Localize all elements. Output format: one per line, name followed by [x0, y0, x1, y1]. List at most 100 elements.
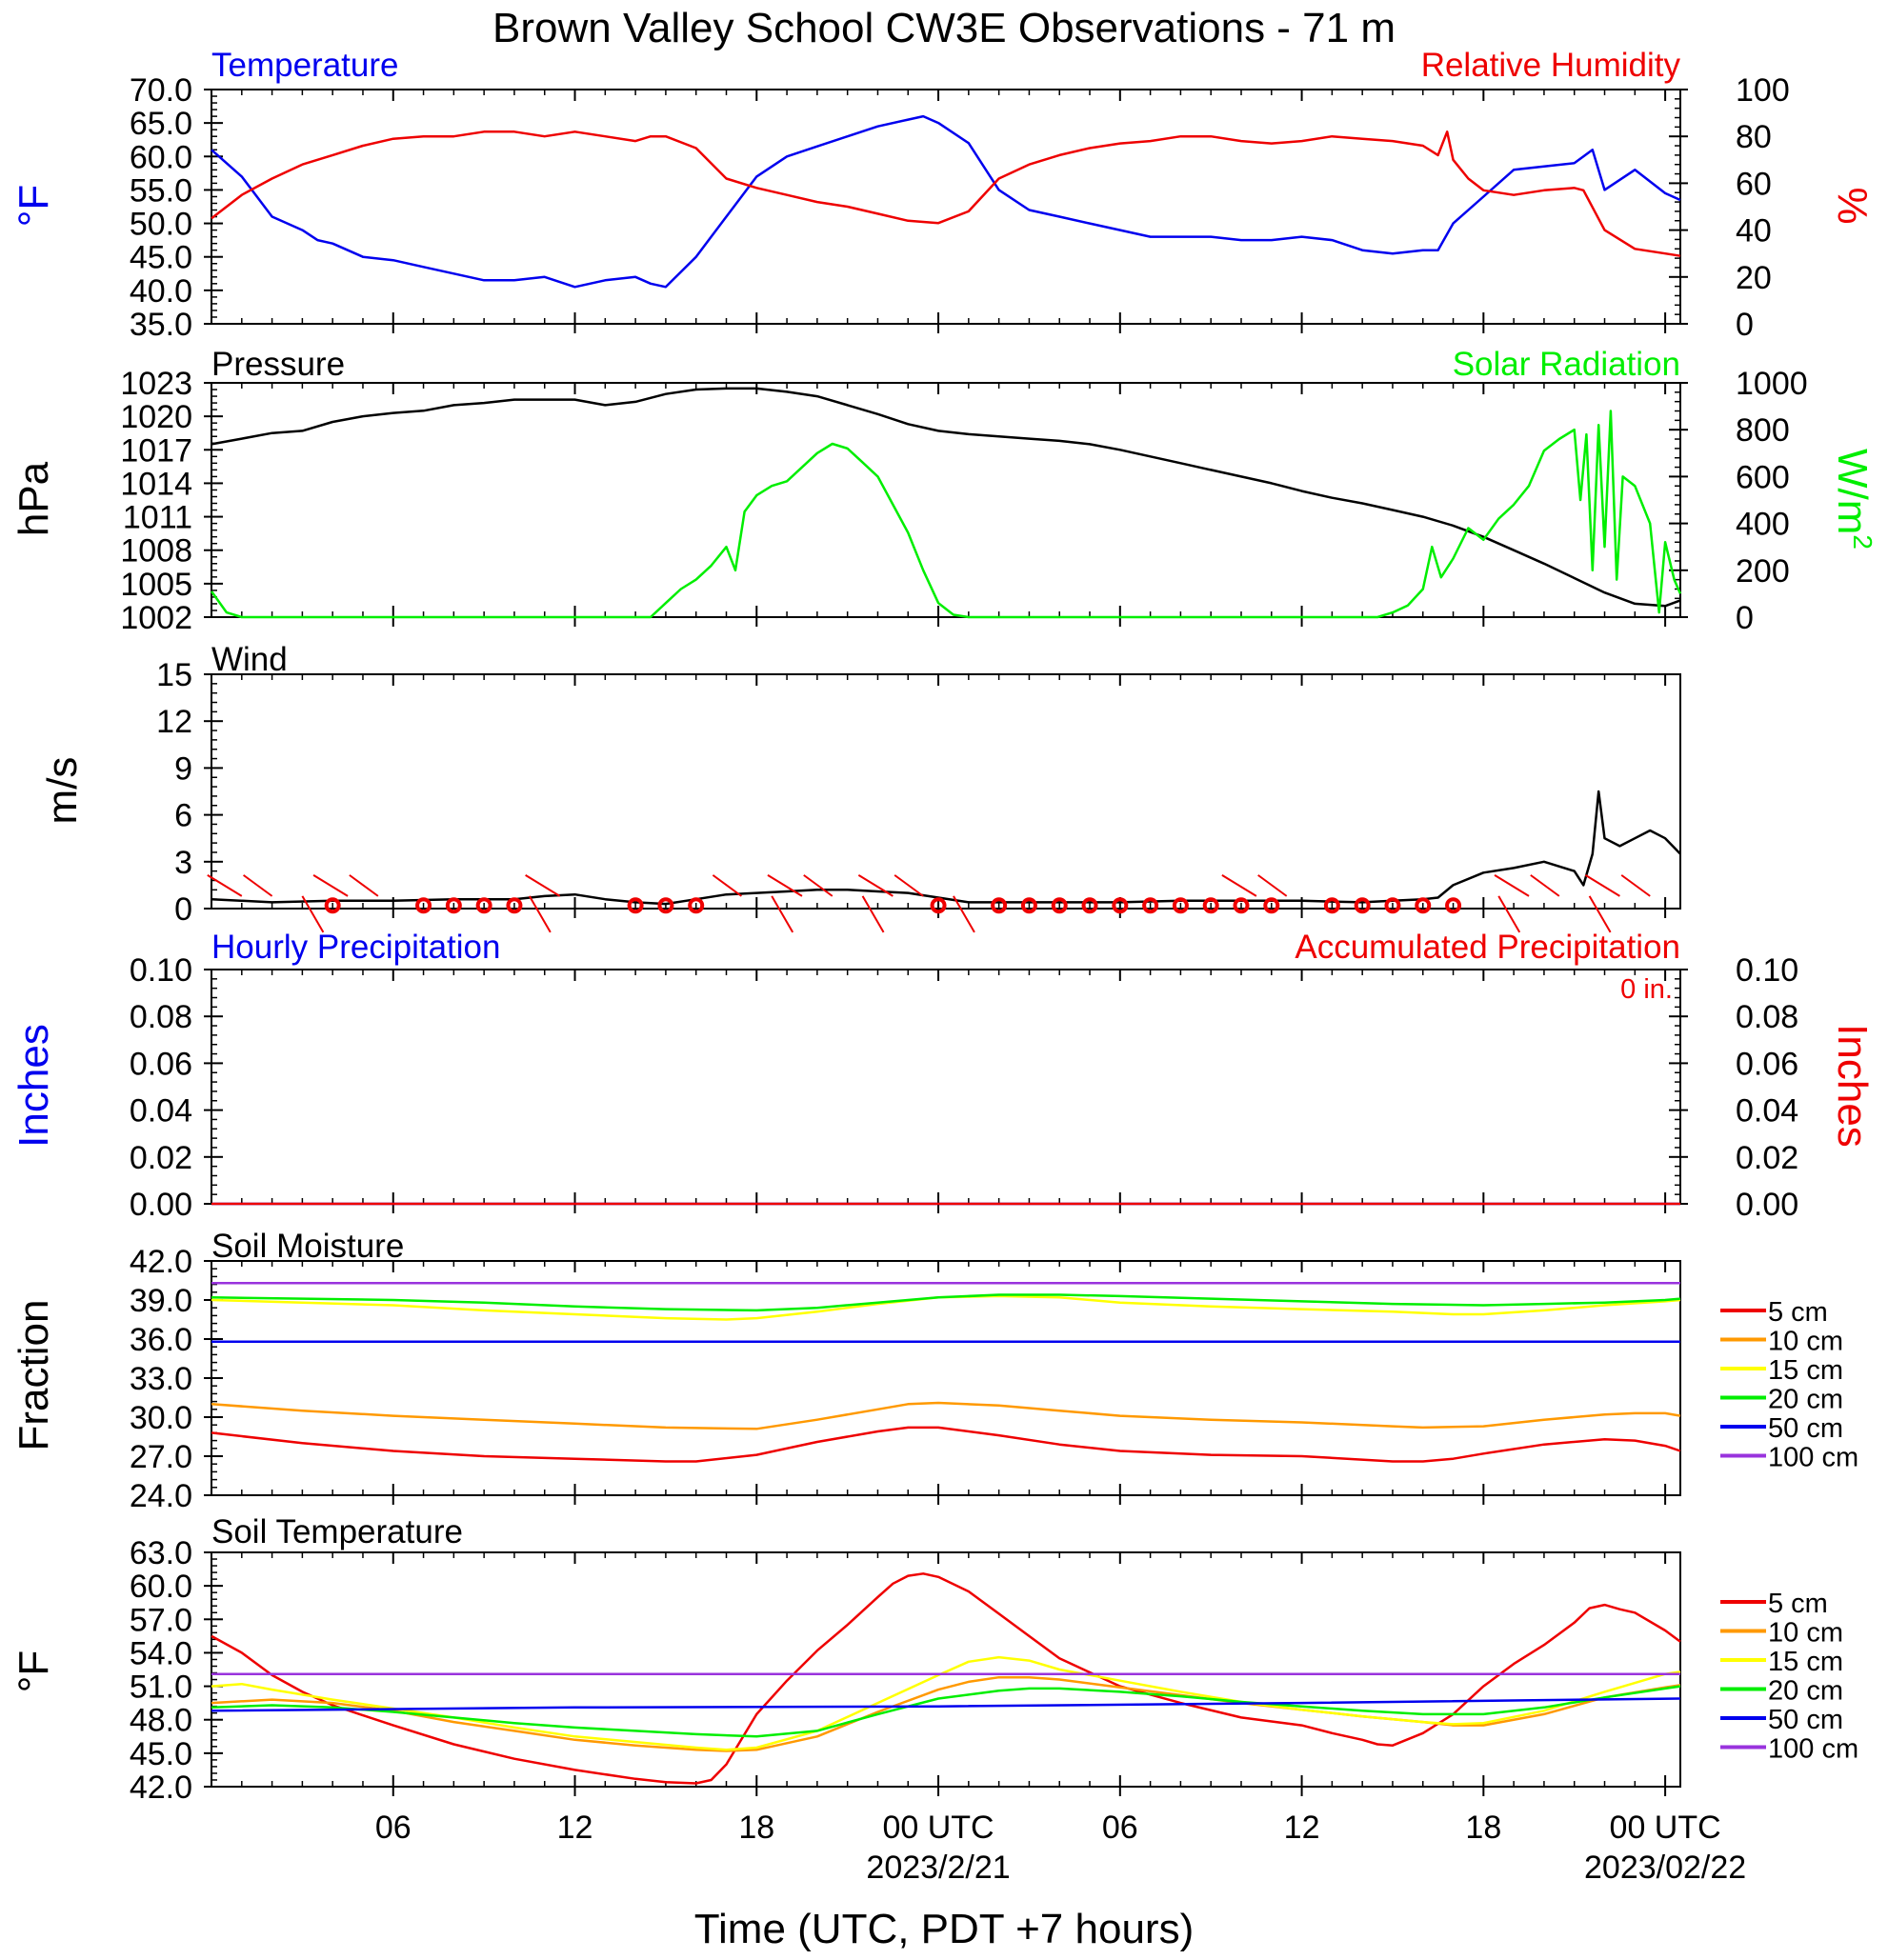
wind-axis-label: m/s	[39, 757, 86, 825]
precip-left-axis-label: Inches	[10, 1024, 57, 1148]
solar-axis-label: W/m2	[1829, 449, 1878, 550]
temp_rh-left-tick-label: 65.0	[130, 106, 192, 142]
accumulated-precip-total: 0 in.	[1620, 974, 1673, 1005]
wind-barb	[525, 874, 561, 897]
soil_moisture-legend-label: 15 cm	[1768, 1355, 1843, 1386]
wind-barb	[894, 874, 924, 897]
wind-barb	[349, 874, 379, 897]
temp_rh-series-1-line	[211, 130, 1681, 257]
precip-right-axis-label: Inches	[1829, 1024, 1876, 1148]
wind-barb	[857, 874, 894, 897]
soil_moisture-series-0-line	[211, 1426, 1681, 1463]
wind-series-0-line	[211, 790, 1681, 906]
precip-left-tick-label: 0.10	[130, 952, 192, 989]
temp_rh-right-tick-label: 0	[1736, 307, 1754, 343]
soil_temp-series-1-line	[211, 1675, 1681, 1752]
temperature-title: Temperature	[211, 47, 398, 84]
temp_rh-frame	[211, 89, 1681, 325]
relative-humidity-title: Relative Humidity	[1421, 47, 1681, 84]
wind-left-tick-label: 6	[174, 798, 192, 834]
temp_rh-left-tick-label: 70.0	[130, 72, 192, 109]
temp_rh-left-tick-label: 55.0	[130, 172, 192, 209]
wind-frame	[211, 673, 1681, 910]
pressure_solar-right-tick-label: 1000	[1736, 366, 1808, 402]
humidity-axis-label: %	[1829, 187, 1876, 224]
soil_moisture-left-tick-label: 36.0	[130, 1322, 192, 1358]
wind-barb	[1257, 874, 1288, 897]
calm-wind-marker	[1081, 897, 1098, 914]
temp_rh-left-tick-label: 40.0	[130, 273, 192, 310]
pressure_solar-frame	[211, 382, 1681, 618]
soil_temp-legend-label: 5 cm	[1768, 1589, 1828, 1619]
calm-wind-marker	[415, 897, 432, 914]
soil_temp-left-tick-label: 60.0	[130, 1569, 192, 1605]
pressure_solar-right-tick-label: 0	[1736, 600, 1754, 636]
precip-right-tick-label: 0.00	[1736, 1187, 1798, 1223]
temperature-humidity-panel: Temperature Relative Humidity °F % 35.04…	[10, 47, 1876, 343]
wind-barb	[528, 895, 552, 933]
soil_temp-frame	[211, 1551, 1681, 1788]
soil_temp-left-tick-label: 63.0	[130, 1535, 192, 1571]
soil-moisture-axis-label: Fraction	[10, 1300, 57, 1451]
soil_temp-series-3-line	[211, 1685, 1681, 1738]
soil_moisture-series-1-line	[211, 1401, 1681, 1430]
time-tick-label: 12	[1284, 1810, 1320, 1846]
calm-wind-marker	[627, 897, 644, 914]
soil-temperature-axis-label: °F	[10, 1650, 57, 1692]
calm-wind-marker	[1202, 897, 1219, 914]
time-axis-labels: 06 12 18 00 UTC 2023/2/21 06 12 18 00 UTC 2023/02…	[375, 1810, 1746, 1886]
soil_temp-legend-label: 20 cm	[1768, 1676, 1843, 1707]
time-tick-date: 2023/02/22	[1584, 1850, 1746, 1886]
soil_temp-legend-label: 10 cm	[1768, 1618, 1843, 1649]
wind-barb	[1221, 874, 1257, 897]
wind-barb	[242, 874, 273, 897]
soil_temp-left-tick-label: 54.0	[130, 1635, 192, 1671]
soil_moisture-legend-label: 5 cm	[1768, 1297, 1828, 1328]
soil_temp-legend-label: 100 cm	[1768, 1734, 1858, 1765]
precip-left-tick-label: 0.04	[130, 1093, 192, 1130]
precip-left-tick-label: 0.08	[130, 999, 192, 1035]
pressure_solar-right-tick-label: 600	[1736, 459, 1790, 495]
soil_moisture-left-tick-label: 30.0	[130, 1400, 192, 1436]
wind-barb	[1584, 874, 1620, 897]
calm-wind-marker	[1051, 897, 1068, 914]
pressure-solar-panel: Pressure Solar Radiation hPa W/m2 100210…	[10, 346, 1878, 636]
pressure_solar-left-tick-label: 1023	[120, 366, 192, 402]
temp_rh-left-tick-label: 35.0	[130, 307, 192, 343]
solar-axis-unit-exponent: 2	[1848, 534, 1878, 550]
temp_rh-right-tick-label: 60	[1736, 166, 1772, 202]
time-tick-label: 00 UTC	[1610, 1810, 1721, 1846]
pressure_solar-left-tick-label: 1014	[120, 466, 192, 502]
soil_moisture-legend-label: 20 cm	[1768, 1385, 1843, 1415]
time-tick-label: 06	[375, 1810, 412, 1846]
soil-moisture-title: Soil Moisture	[211, 1228, 404, 1265]
pressure_solar-left-tick-label: 1020	[120, 399, 192, 435]
calm-wind-marker	[1415, 897, 1432, 914]
solar-radiation-title: Solar Radiation	[1453, 346, 1680, 383]
wind-left-tick-label: 15	[156, 657, 192, 693]
pressure_solar-left-tick-label: 1002	[120, 600, 192, 636]
calm-wind-marker	[688, 897, 705, 914]
time-tick-label: 06	[1102, 1810, 1138, 1846]
pressure_solar-right-tick-label: 800	[1736, 412, 1790, 449]
wind-barb	[953, 895, 975, 933]
calm-wind-marker	[1445, 897, 1462, 914]
soil_moisture-left-tick-label: 27.0	[130, 1439, 192, 1475]
soil_moisture-legend-label: 100 cm	[1768, 1443, 1858, 1473]
precip-right-tick-label: 0.02	[1736, 1140, 1798, 1176]
time-tick-date: 2023/2/21	[866, 1850, 1010, 1886]
temp_rh-right-tick-label: 100	[1736, 72, 1790, 109]
calm-wind-marker	[1112, 897, 1129, 914]
soil-temperature-title: Soil Temperature	[211, 1513, 463, 1550]
calm-wind-marker	[1354, 897, 1371, 914]
soil_moisture-left-tick-label: 33.0	[130, 1361, 192, 1397]
temperature-axis-label: °F	[10, 185, 57, 227]
time-tick-label: 12	[557, 1810, 593, 1846]
calm-wind-marker	[930, 897, 947, 914]
calm-wind-marker	[1020, 897, 1037, 914]
wind-barb	[1620, 874, 1651, 897]
pressure_solar-series-1-line	[210, 410, 1682, 619]
pressure_solar-left-tick-label: 1008	[120, 533, 192, 570]
figure-title: Brown Valley School CW3E Observations - …	[492, 5, 1396, 51]
calm-wind-marker	[1323, 897, 1340, 914]
